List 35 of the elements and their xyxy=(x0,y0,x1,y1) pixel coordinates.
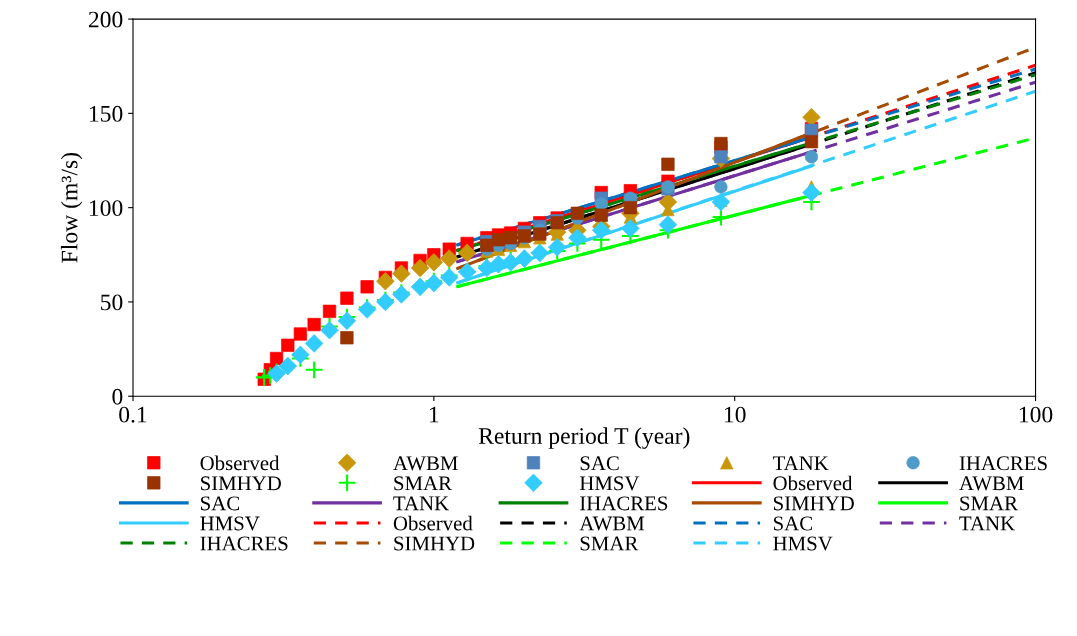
legend-label: IHACRES xyxy=(959,456,1047,471)
legend-label: TANK xyxy=(772,456,829,471)
y-tick-label: 50 xyxy=(101,294,123,311)
legend-label: TANK xyxy=(393,496,449,511)
x-tick-label: 100 xyxy=(1019,406,1053,423)
y-tick-label: 0 xyxy=(112,388,123,405)
legend-label: SMAR xyxy=(580,536,639,551)
legend-label: SIMHYD xyxy=(394,536,475,551)
y-tick-label: 100 xyxy=(89,200,123,217)
x-tick-label: 0.1 xyxy=(119,406,147,423)
legend-label: SAC xyxy=(773,516,812,531)
legend-label: Observed xyxy=(200,455,280,471)
legend-label: SIMHYD xyxy=(201,476,281,491)
legend-label: SAC xyxy=(201,496,240,511)
legend-label: AWBM xyxy=(579,516,645,531)
x-tick-label: 10 xyxy=(724,406,746,423)
legend-label: AWBM xyxy=(959,476,1024,491)
y-axis-title: Flow (m³/s) xyxy=(60,153,83,263)
x-tick-label: 1 xyxy=(430,406,439,423)
legend-label: IHACRES xyxy=(580,496,668,511)
x-axis-title: Return period T (year) xyxy=(478,427,690,449)
legend-label: Observed xyxy=(773,475,853,491)
y-tick-label: 200 xyxy=(88,11,123,28)
legend-label: HMSV xyxy=(773,536,833,551)
legend-label: AWBM xyxy=(393,456,458,471)
legend-label: SIMHYD xyxy=(773,496,854,511)
legend-label: IHACRES xyxy=(200,536,288,551)
legend-label: HMSV xyxy=(579,476,640,491)
legend-label: Observed xyxy=(393,515,473,531)
legend-label: SMAR xyxy=(394,476,452,491)
legend-label: SMAR xyxy=(960,496,1018,511)
legend-label: TANK xyxy=(959,516,1015,531)
legend-label: HMSV xyxy=(200,516,260,531)
y-tick-label: 150 xyxy=(89,105,123,122)
legend-label: SAC xyxy=(580,456,619,471)
